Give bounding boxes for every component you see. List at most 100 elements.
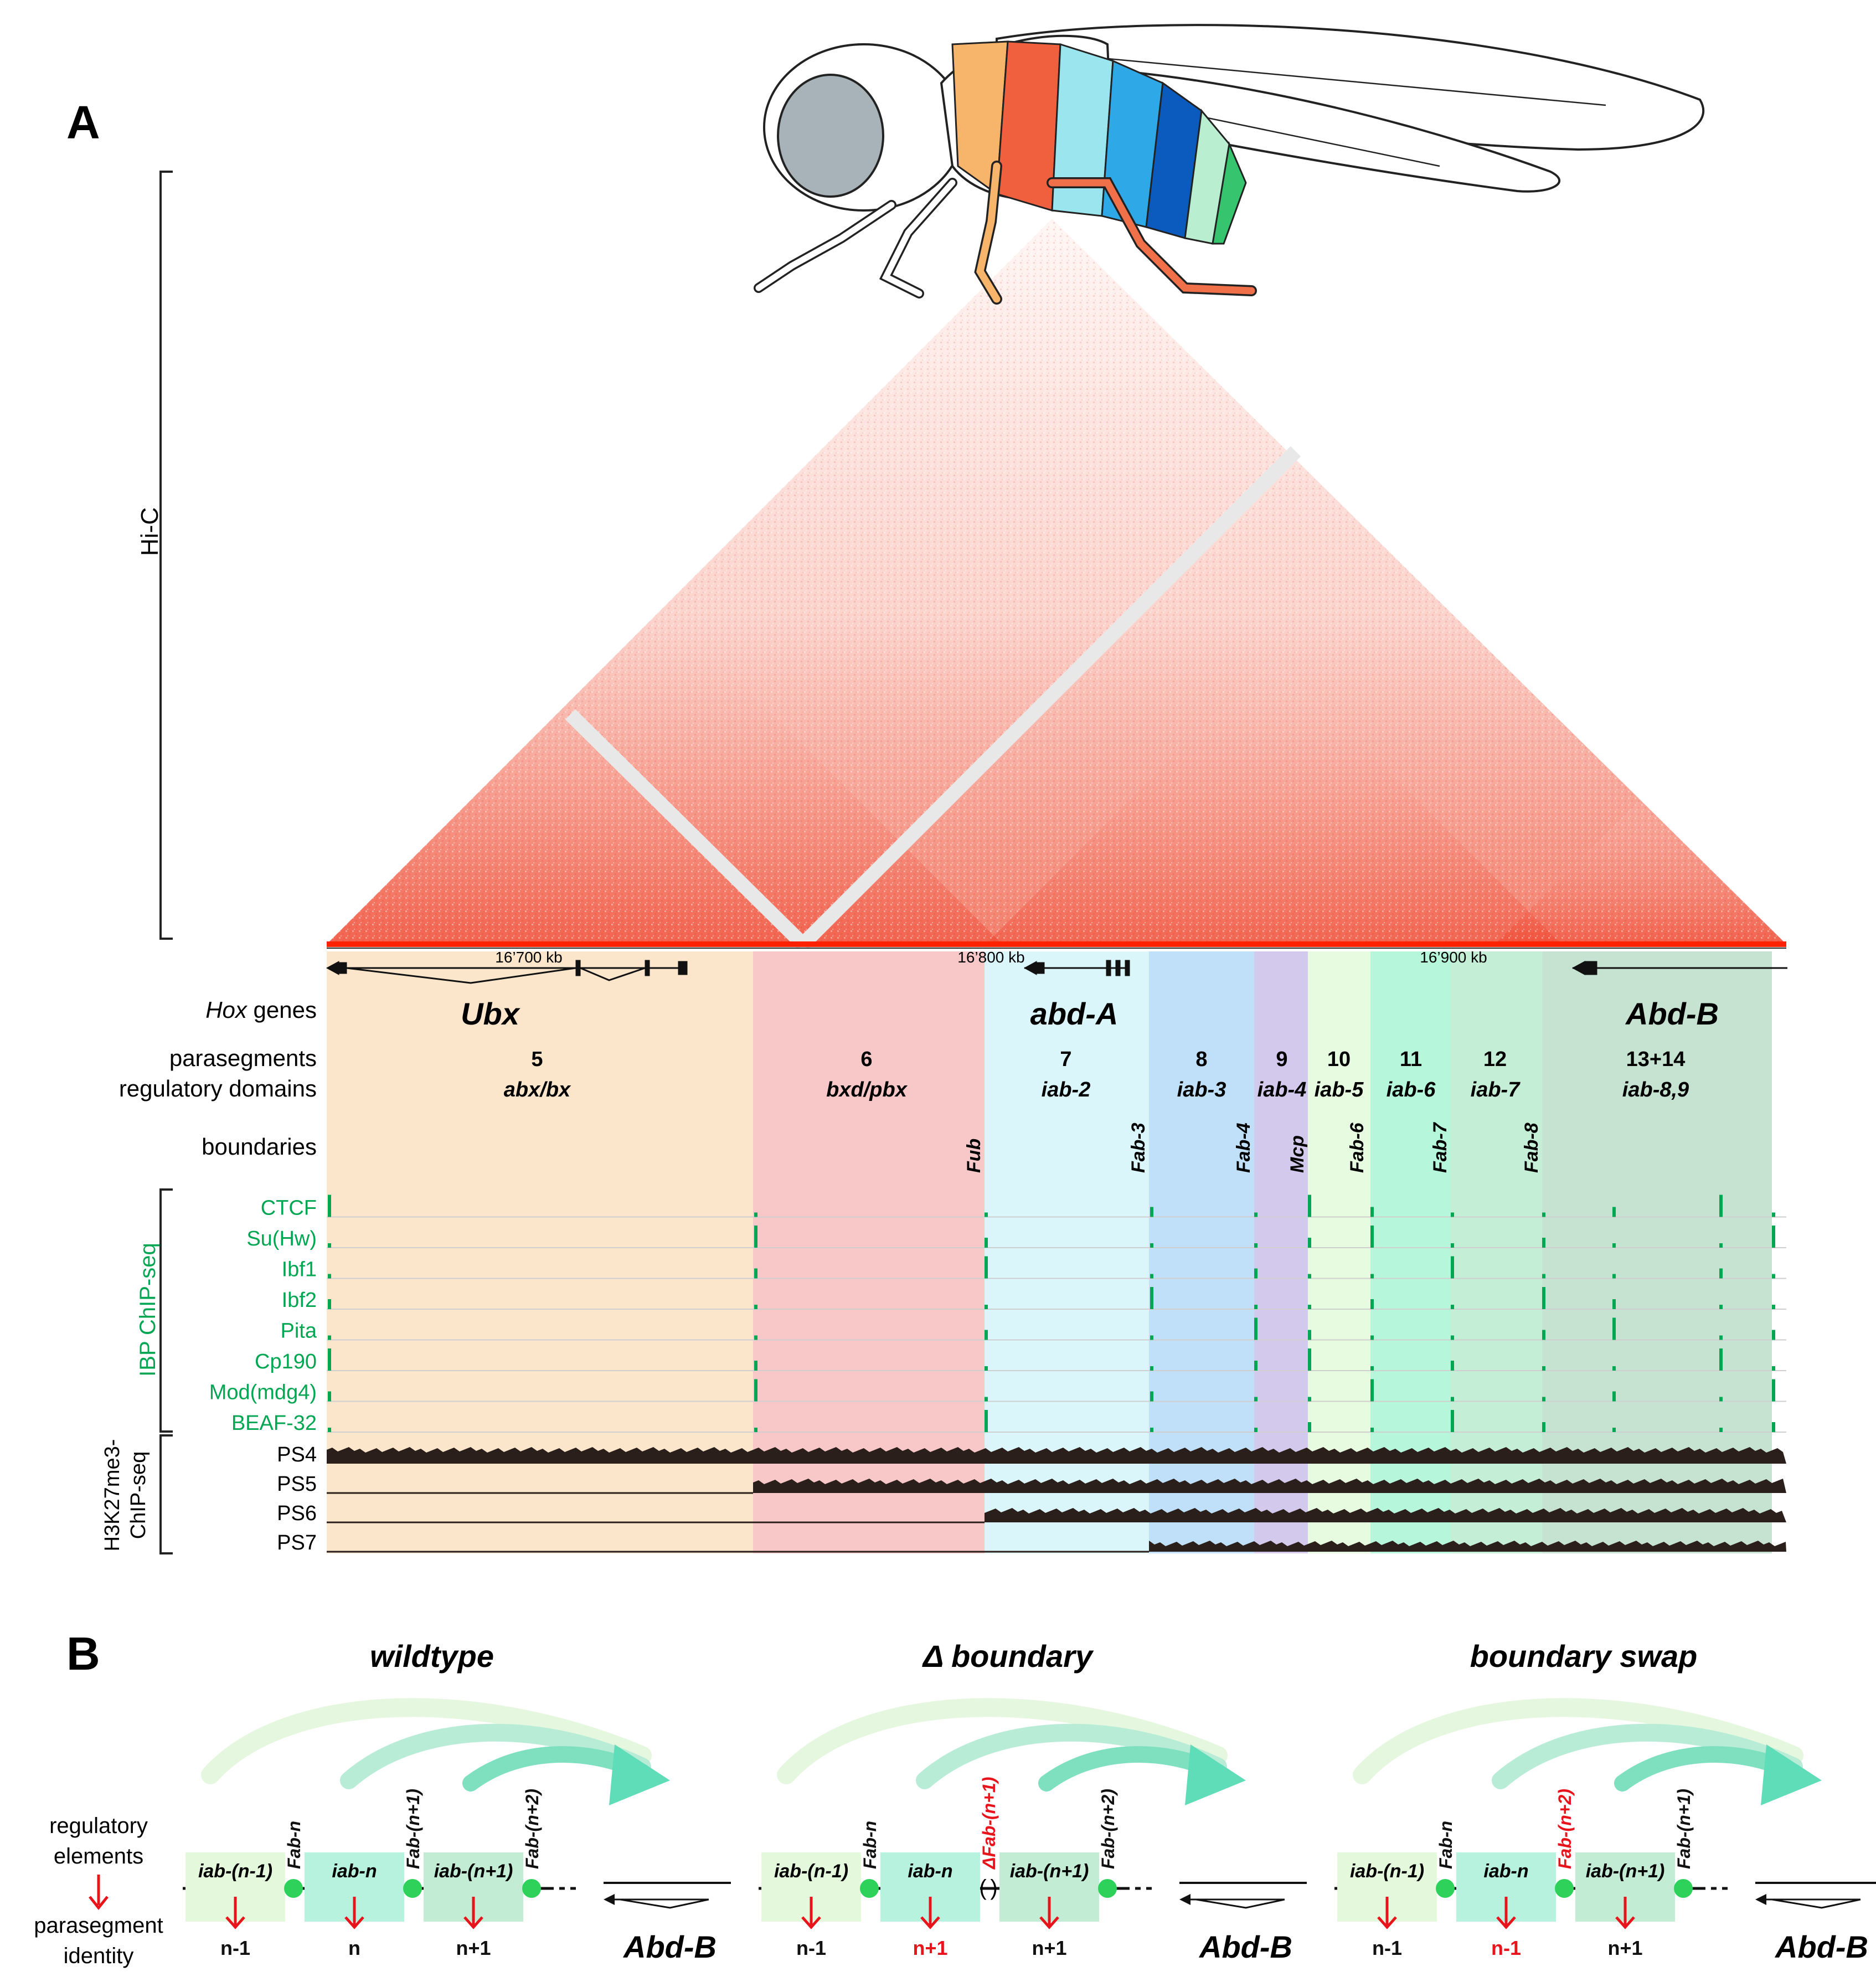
element-label: iab-(n-1) [1350, 1861, 1424, 1882]
identity-label: n+1 [1032, 1937, 1066, 1959]
ibp-peak [1308, 1238, 1311, 1248]
abdb-exons [1766, 1898, 1861, 1909]
tick-16900: 16’900 kb [1420, 949, 1487, 966]
element-label: iab-(n+1) [1586, 1861, 1665, 1882]
parasegment-number: 13+14 [1626, 1048, 1686, 1071]
ibp-peak [1451, 1305, 1454, 1309]
identity-label: n-1 [220, 1937, 250, 1959]
regulatory-domain: iab-3 [1177, 1078, 1226, 1101]
ibp-peak [1254, 1305, 1257, 1309]
ibp-peak [328, 1243, 331, 1248]
regulatory-domain: bxd/pbx [826, 1078, 908, 1101]
ibp-peak [1370, 1366, 1374, 1371]
mid-range-arrow [340, 1723, 651, 1789]
ibp-peak [328, 1428, 331, 1432]
boundary-label: Fub [963, 1139, 985, 1173]
ibp-peak [1542, 1287, 1545, 1309]
ibp-peak [1719, 1268, 1723, 1279]
ibp-peak [1451, 1397, 1454, 1402]
h3k-signal [327, 1447, 1786, 1464]
reg-elements-label-1: regulatory [49, 1814, 148, 1838]
ibp-peak [754, 1305, 757, 1309]
identity-label: n-1 [1491, 1937, 1521, 1959]
parasegment-number: 7 [1060, 1048, 1071, 1071]
red-arrow [1039, 1897, 1059, 1929]
ibp-peak [1772, 1366, 1775, 1371]
ibp-peak [1254, 1361, 1257, 1371]
ibp-peak [1451, 1361, 1454, 1371]
h3k-signal [985, 1508, 1786, 1522]
regulatory-domains-label: regulatory domains [119, 1075, 317, 1101]
abdb-arrow [1179, 1894, 1190, 1905]
red-arrow [344, 1897, 364, 1929]
ibp-track-label: Ibf2 [282, 1289, 317, 1312]
ibp-peak [1451, 1256, 1454, 1279]
long-range-arrow [201, 1698, 652, 1784]
identity-label: n+1 [1607, 1937, 1642, 1959]
reg-elements-label-2: elements [54, 1844, 143, 1868]
regulatory-domain: iab-6 [1387, 1078, 1436, 1101]
ibp-peak [1612, 1366, 1616, 1371]
ibp-peak [1772, 1379, 1775, 1402]
regulatory-domain: iab-4 [1257, 1078, 1307, 1101]
ibp-peak [985, 1305, 988, 1309]
ibp-peak [1254, 1397, 1257, 1402]
ibp-peak [754, 1428, 757, 1432]
ibp-peak [1451, 1212, 1454, 1217]
ibp-peak [1772, 1274, 1775, 1279]
ibp-peak [985, 1397, 988, 1402]
ibp-peak [1308, 1348, 1311, 1371]
boundary-label: Fab-7 [1430, 1121, 1451, 1173]
ibp-peak [328, 1195, 331, 1217]
ibp-track-label: BEAF-32 [231, 1412, 317, 1435]
ibp-peak [1772, 1212, 1775, 1217]
identity-label: n+1 [456, 1937, 491, 1959]
h3k-group-label-2: ChIP-seq [127, 1451, 150, 1539]
ibp-peak [1370, 1335, 1374, 1340]
ibp-peak [1451, 1243, 1454, 1248]
h3k-track-label: PS6 [277, 1502, 317, 1525]
ibp-peak [1772, 1305, 1775, 1309]
ibp-peak [754, 1226, 757, 1248]
boundary-dot [284, 1879, 303, 1898]
ibp-peak [1542, 1366, 1545, 1371]
ibp-peak [1719, 1305, 1723, 1309]
ibp-track-label: Su(Hw) [246, 1227, 317, 1250]
arrowhead [1185, 1744, 1246, 1805]
ibp-peak [1150, 1274, 1153, 1279]
panel-b-left-labels: regulatory elements parasegment identity [34, 1814, 163, 1968]
boundary-label: Fab-(n+2) [1098, 1789, 1118, 1869]
ibp-peak [1719, 1243, 1723, 1248]
long-range-arrow [777, 1698, 1228, 1784]
parasegments-label: parasegments [169, 1045, 317, 1071]
ibp-peak [1542, 1397, 1545, 1402]
ibp-peak [1612, 1243, 1616, 1248]
abdb-exons [615, 1898, 709, 1909]
arrowhead [609, 1744, 670, 1805]
red-arrow [801, 1897, 821, 1929]
boundary-label: Fab-(n+1) [1674, 1789, 1694, 1869]
ibp-track-label: Cp190 [255, 1350, 317, 1373]
ibp-peak [1150, 1287, 1153, 1309]
h3k-track-label: PS4 [277, 1443, 317, 1466]
ibp-peak [1772, 1330, 1775, 1340]
ibp-peak [985, 1366, 988, 1371]
identity-label-2: identity [64, 1944, 134, 1968]
ibp-peak [1150, 1207, 1153, 1217]
ibp-peak [985, 1212, 988, 1217]
red-arrow [920, 1897, 940, 1929]
boundary-dot [522, 1879, 541, 1898]
parasegment-number: 11 [1400, 1048, 1422, 1071]
boundary-dot [1098, 1879, 1117, 1898]
boundary-label: Fab-4 [1233, 1123, 1254, 1173]
ibp-peak [328, 1274, 331, 1279]
h3k-track-label: PS7 [277, 1531, 317, 1554]
boundary-dot [1674, 1879, 1693, 1898]
ibp-peak [1308, 1330, 1311, 1340]
abdb-arrow [604, 1894, 615, 1905]
genome-axis: 16’700 kb 16’800 kb 16’900 kb [327, 948, 1786, 966]
element-label: iab-n [332, 1861, 377, 1882]
gene-abd-b: Abd-B [1625, 996, 1719, 1031]
ibp-peak [1719, 1335, 1723, 1340]
